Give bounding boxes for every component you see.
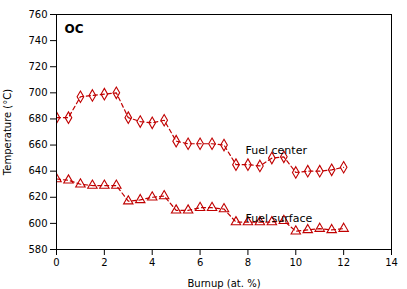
- svg-text:2: 2: [101, 257, 107, 268]
- svg-text:12: 12: [337, 257, 350, 268]
- svg-text:Burnup (at. %): Burnup (at. %): [187, 278, 260, 289]
- svg-text:720: 720: [28, 61, 47, 72]
- svg-text:4: 4: [149, 257, 155, 268]
- svg-text:10: 10: [289, 257, 302, 268]
- svg-text:760: 760: [28, 9, 47, 20]
- svg-text:6: 6: [197, 257, 203, 268]
- svg-text:Fuel surface: Fuel surface: [246, 212, 313, 225]
- svg-text:Temperature (°C): Temperature (°C): [2, 89, 13, 176]
- svg-text:OC: OC: [65, 22, 84, 36]
- svg-text:680: 680: [28, 113, 47, 124]
- svg-text:620: 620: [28, 191, 47, 202]
- svg-text:660: 660: [28, 139, 47, 150]
- svg-text:640: 640: [28, 165, 47, 176]
- svg-text:580: 580: [28, 244, 47, 255]
- svg-text:700: 700: [28, 87, 47, 98]
- svg-text:8: 8: [245, 257, 251, 268]
- svg-text:600: 600: [28, 218, 47, 229]
- svg-text:14: 14: [385, 257, 398, 268]
- svg-text:Fuel center: Fuel center: [246, 144, 308, 157]
- svg-text:0: 0: [53, 257, 59, 268]
- svg-text:740: 740: [28, 35, 47, 46]
